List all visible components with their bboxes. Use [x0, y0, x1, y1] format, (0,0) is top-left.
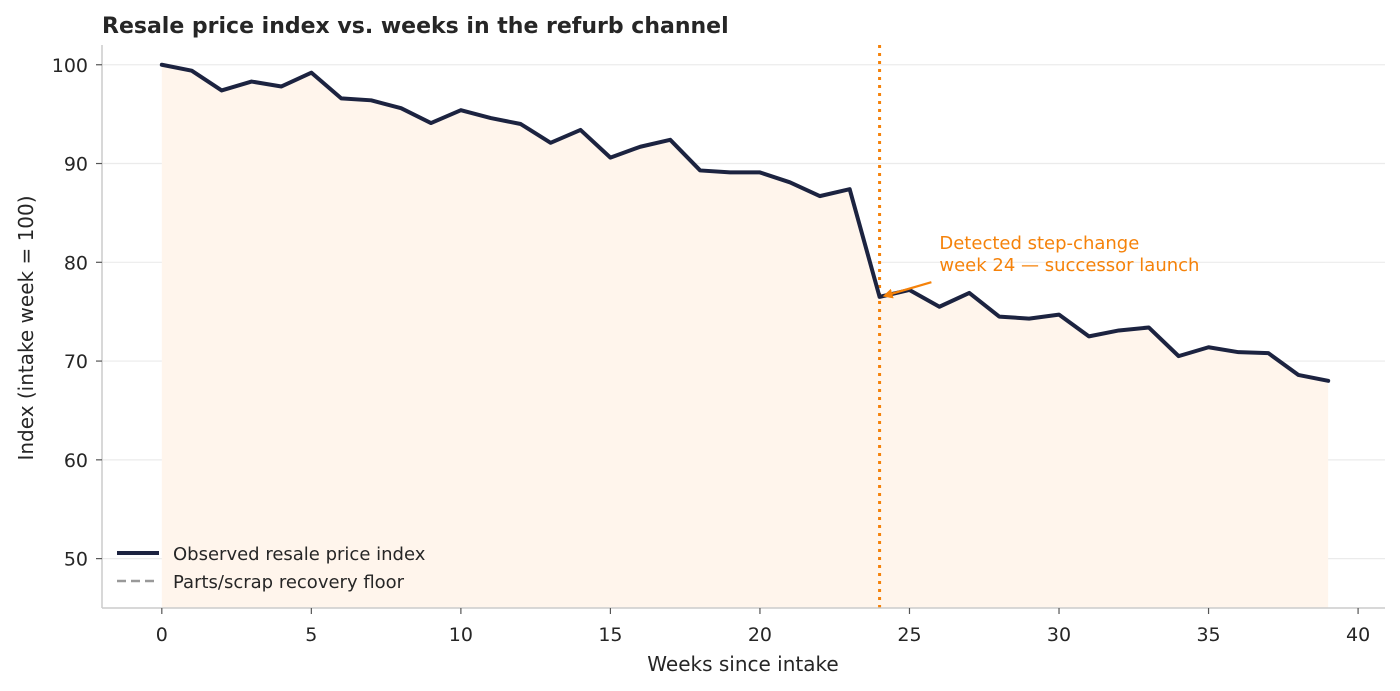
data-point [608, 156, 612, 160]
data-point [489, 116, 493, 120]
x-tick-label: 10 [449, 624, 473, 646]
annotation-arrow [882, 281, 932, 299]
y-tick-label: 90 [64, 154, 88, 176]
data-point [1266, 351, 1270, 355]
data-point [579, 128, 583, 132]
data-point [339, 96, 343, 100]
legend: Observed resale price index Parts/scrap … [117, 544, 426, 593]
data-point [549, 141, 553, 145]
area-fill [161, 64, 1329, 608]
x-tick-label: 40 [1346, 624, 1370, 646]
data-point [1326, 379, 1330, 383]
chart-title: Resale price index vs. weeks in the refu… [102, 14, 729, 39]
x-tick-label: 5 [305, 624, 317, 646]
data-point [220, 88, 224, 92]
data-point [1147, 325, 1151, 329]
data-point [668, 138, 672, 142]
y-tick-label: 100 [52, 55, 88, 77]
data-point [818, 194, 822, 198]
data-point [728, 170, 732, 174]
data-point [758, 170, 762, 174]
x-tick-label: 35 [1196, 624, 1220, 646]
step-change-annotation: Detected step-change week 24 — successor… [882, 233, 1199, 299]
y-tick-label: 60 [64, 450, 88, 472]
legend-label-observed: Observed resale price index [173, 544, 426, 565]
data-point [519, 122, 523, 126]
x-tick-label: 15 [598, 624, 622, 646]
data-point [638, 145, 642, 149]
y-tick-label: 80 [64, 252, 88, 274]
data-point [250, 80, 254, 84]
data-point [997, 315, 1001, 319]
data-point [1057, 313, 1061, 317]
x-tick-label: 25 [897, 624, 921, 646]
data-point [190, 69, 194, 73]
data-point [1236, 350, 1240, 354]
data-point [967, 291, 971, 295]
data-point [1177, 354, 1181, 358]
y-tick-label: 70 [64, 351, 88, 373]
data-point [698, 168, 702, 172]
x-tick-label: 20 [748, 624, 772, 646]
data-point [1087, 334, 1091, 338]
data-point [848, 187, 852, 191]
x-axis-ticks: 0 5 10 15 20 25 30 35 40 [156, 608, 1370, 646]
data-point [429, 121, 433, 125]
y-tick-label: 50 [64, 549, 88, 571]
data-point [1027, 317, 1031, 321]
y-axis-label: Index (intake week = 100) [14, 195, 38, 460]
y-axis-ticks: 50 60 70 80 90 100 [52, 55, 102, 571]
data-point [878, 295, 882, 299]
data-point [160, 63, 164, 67]
x-tick-label: 0 [156, 624, 168, 646]
data-point [937, 305, 941, 309]
x-axis-label: Weeks since intake [647, 652, 838, 676]
data-point [369, 98, 373, 102]
data-point [1296, 373, 1300, 377]
data-point [1207, 345, 1211, 349]
series-line-observed-resale-price-index [159, 62, 1331, 383]
data-point [459, 108, 463, 112]
data-point [399, 106, 403, 110]
data-point [1117, 328, 1121, 332]
legend-label-floor: Parts/scrap recovery floor [173, 572, 405, 593]
annotation-text-line-2: week 24 — successor launch [939, 255, 1199, 276]
x-tick-label: 30 [1047, 624, 1071, 646]
data-point [279, 84, 283, 88]
annotation-text-line-1: Detected step-change [939, 233, 1139, 254]
data-point [788, 180, 792, 184]
data-point [309, 71, 313, 75]
